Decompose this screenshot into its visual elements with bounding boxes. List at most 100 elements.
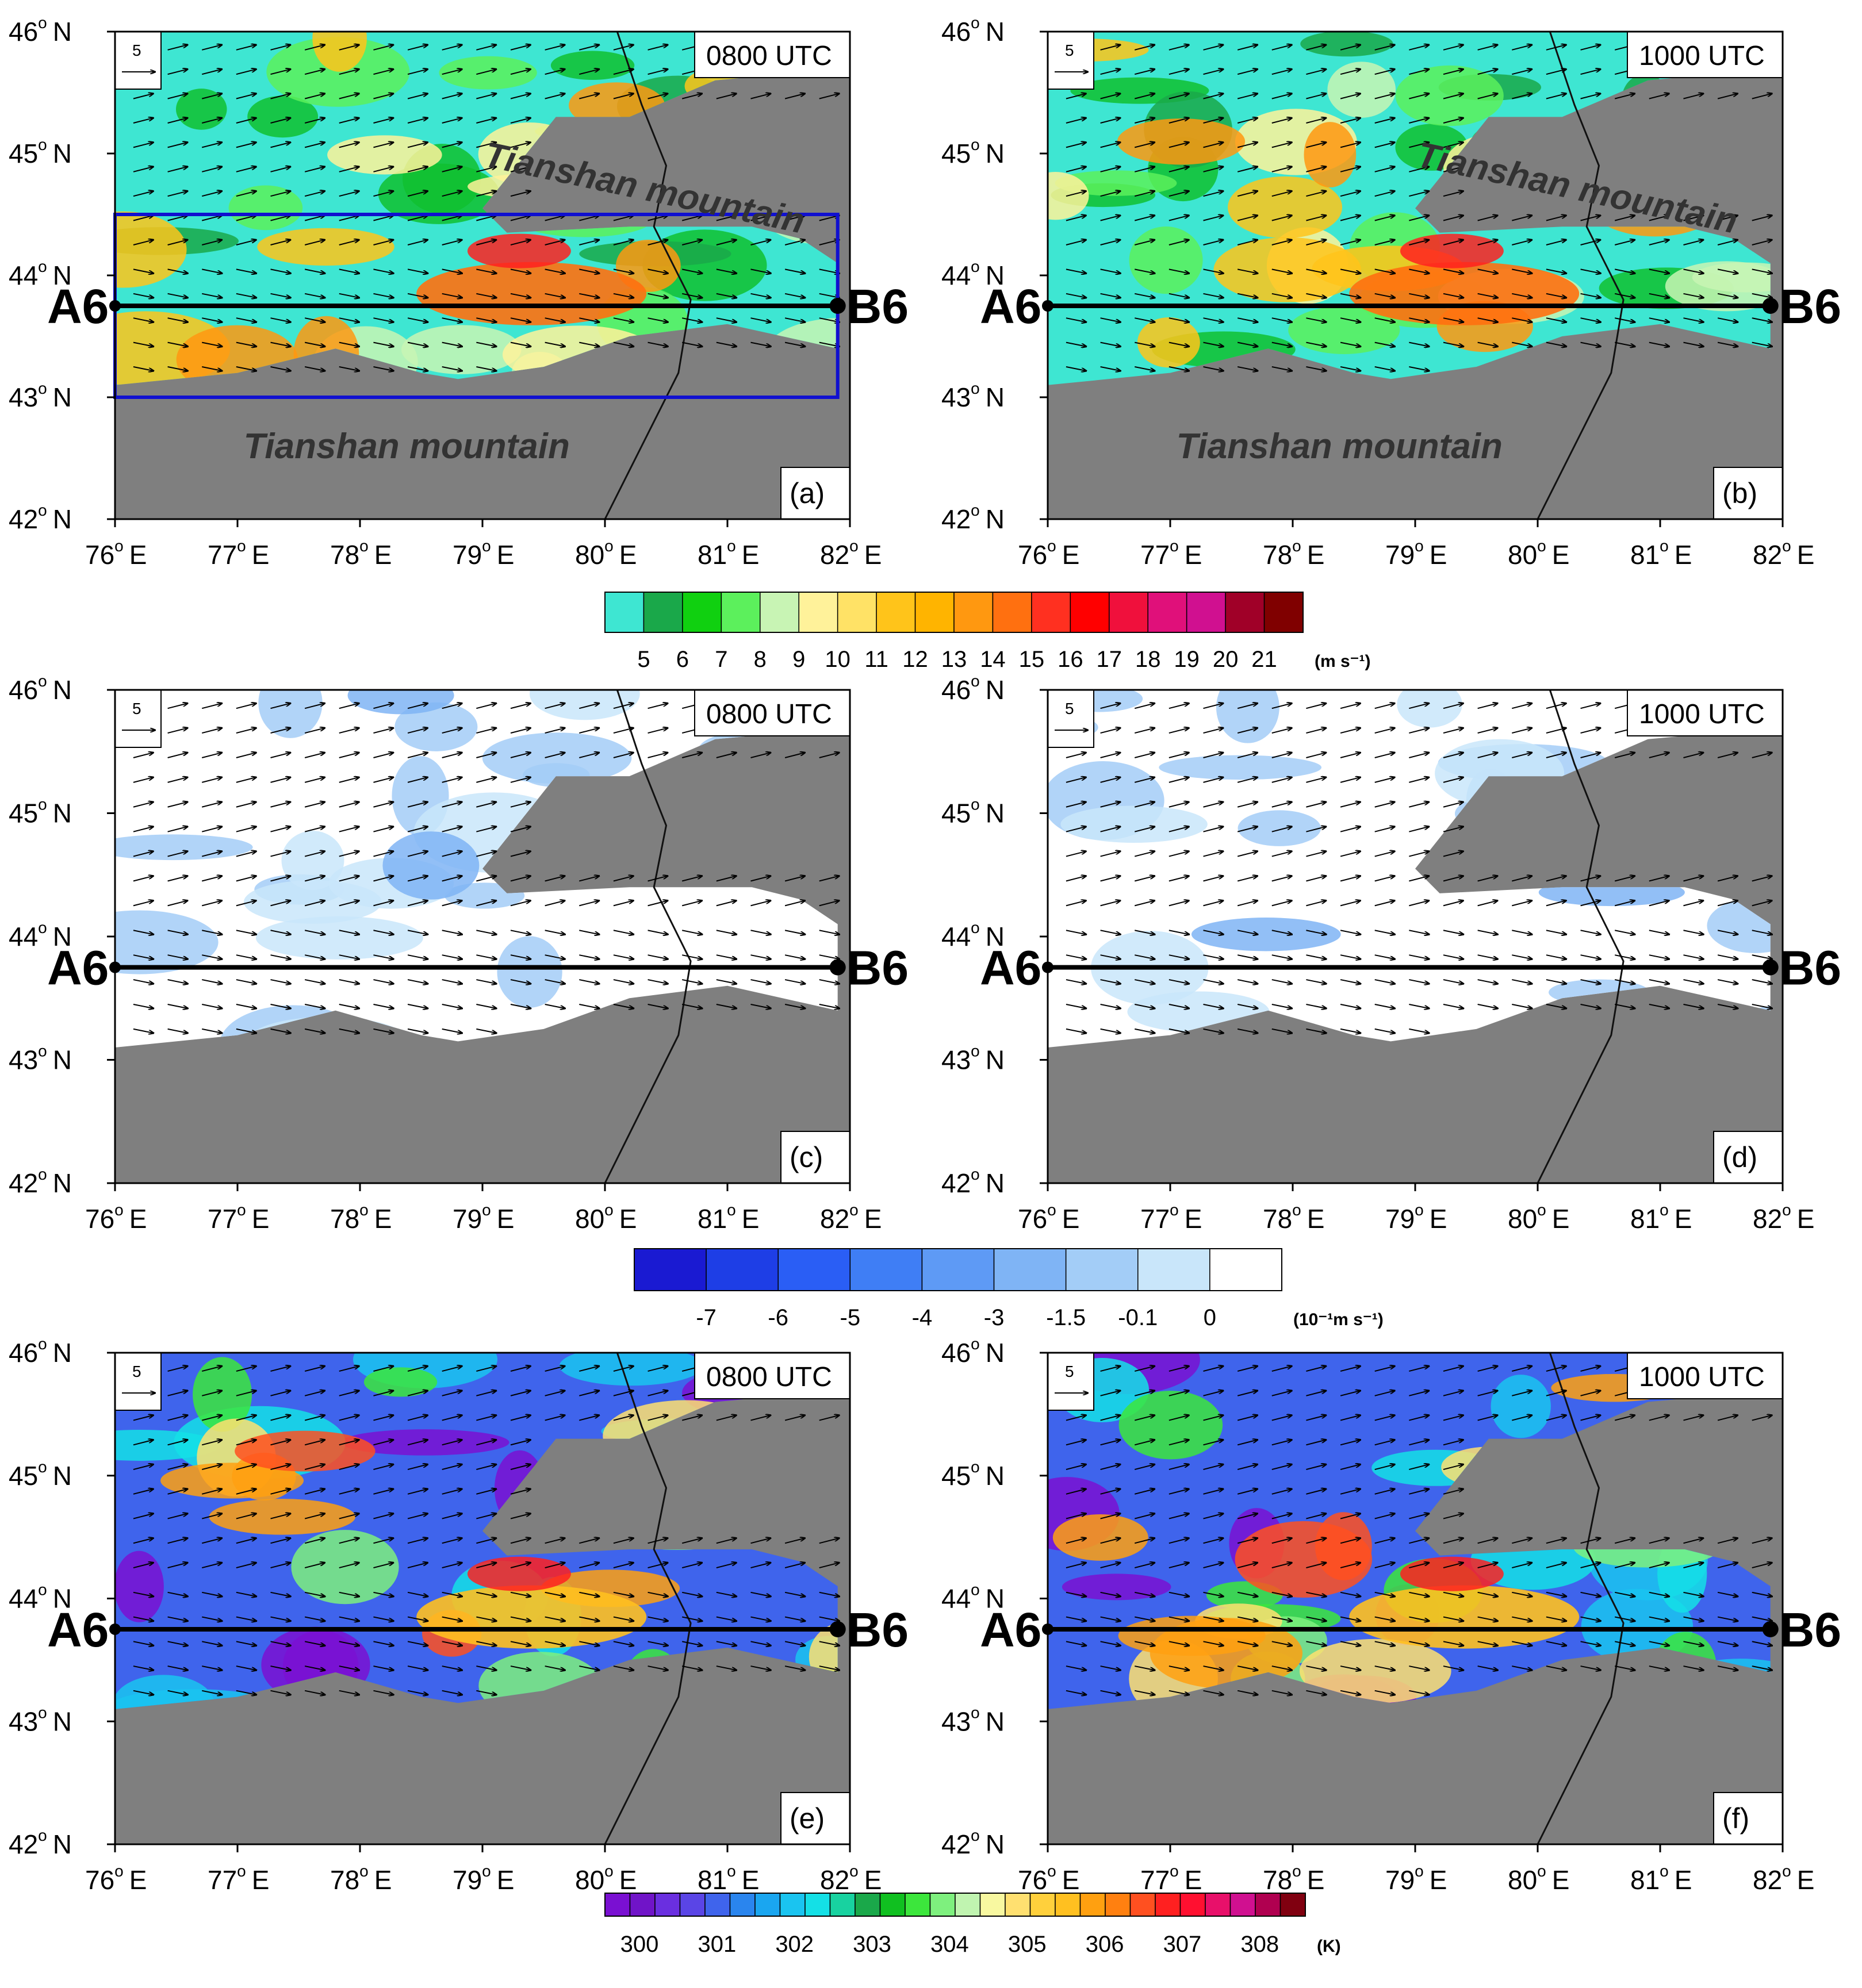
- colorbar-swatch: [629, 1893, 656, 1917]
- wind-vector: [1409, 216, 1429, 221]
- degree-symbol: o: [1660, 1862, 1669, 1880]
- lon-tick-label: 78o E: [330, 1862, 392, 1895]
- wind-vector: [750, 240, 771, 245]
- wind-vector: [579, 216, 599, 221]
- wind-vector: [1683, 94, 1703, 99]
- field-core: [416, 262, 647, 325]
- wind-vector: [167, 1028, 188, 1033]
- wind-vector: [1409, 142, 1429, 148]
- wind-vector: [373, 45, 393, 51]
- wind-vector: [1717, 216, 1738, 221]
- wind-vector: [304, 293, 325, 298]
- colorbar-tick-label: 17: [1097, 647, 1122, 672]
- field-patch: [1213, 237, 1361, 302]
- wind-vector: [579, 45, 599, 51]
- lat-tick-degree: 46: [941, 675, 971, 705]
- wind-vector: [133, 827, 154, 832]
- wind-vector: [1512, 317, 1532, 322]
- wind-vector: [407, 900, 428, 907]
- degree-symbol: o: [1537, 1862, 1546, 1880]
- wind-vectors: [133, 703, 840, 1033]
- lat-tick-hemisphere: N: [53, 799, 72, 828]
- lon-tick-hemisphere: E: [1797, 1865, 1815, 1895]
- wind-vector: [476, 954, 496, 959]
- wind-vector: [1168, 293, 1189, 298]
- lon-tick-hemisphere: E: [1430, 540, 1447, 570]
- lat-tick-label: 42o N: [9, 1826, 72, 1859]
- field-patch: [1491, 1375, 1551, 1438]
- lat-tick-label: 42o N: [941, 1826, 1005, 1859]
- lat-tick-hemisphere: N: [986, 1706, 1005, 1736]
- colorbar-tick-label: 9: [792, 647, 805, 672]
- lon-tick-label: 79o E: [453, 1201, 514, 1234]
- wind-vector: [579, 728, 599, 734]
- wind-vector: [1649, 216, 1669, 221]
- wind-vector: [1614, 341, 1635, 347]
- wind-vector: [407, 1028, 428, 1033]
- wind-vector: [476, 94, 496, 99]
- wind-vector: [1100, 703, 1121, 709]
- wind-vector: [270, 191, 291, 197]
- wind-vector: [476, 979, 496, 984]
- wind-vector: [1203, 167, 1224, 172]
- lon-tick-degree: 79: [453, 1204, 482, 1234]
- wind-vector: [1134, 45, 1155, 51]
- wind-vector: [236, 876, 256, 882]
- degree-symbol: o: [849, 1201, 859, 1219]
- degree-symbol: o: [1415, 1201, 1424, 1219]
- colorbar-swatch: [634, 1248, 707, 1291]
- lat-tick-degree: 44: [9, 260, 38, 290]
- wind-vector: [1135, 268, 1155, 273]
- wind-vector: [373, 191, 393, 197]
- wind-vector: [476, 728, 496, 734]
- lon-tick-hemisphere: E: [252, 540, 270, 570]
- wind-vector: [1237, 268, 1258, 273]
- lon-tick-hemisphere: E: [129, 1865, 147, 1895]
- wind-vector: [1752, 317, 1772, 322]
- lat-tick-degree: 45: [9, 1461, 38, 1491]
- wind-vector: [579, 900, 599, 907]
- wind-vector: [1614, 268, 1635, 273]
- wind-vector: [750, 753, 771, 758]
- wind-vector: [510, 167, 531, 172]
- lon-tick-degree: 77: [1140, 1865, 1170, 1895]
- wind-vector: [545, 45, 565, 51]
- wind-vector: [1477, 216, 1498, 221]
- field-max: [467, 233, 571, 268]
- wind-vector: [476, 118, 496, 124]
- field-patch: [1048, 172, 1089, 220]
- wind-vector: [167, 827, 188, 832]
- wind-vector: [545, 900, 565, 907]
- field-max: [1400, 233, 1504, 268]
- colorbar-swatch: [929, 1893, 956, 1917]
- wind-vector: [373, 268, 393, 273]
- degree-symbol: o: [38, 1581, 47, 1599]
- wind-vector: [1409, 191, 1429, 197]
- wind-vector: [442, 240, 462, 245]
- degree-symbol: o: [1415, 537, 1424, 555]
- wind-vector: [373, 930, 393, 934]
- wind-vector: [681, 341, 702, 347]
- wind-vector: [407, 851, 428, 857]
- wind-vector: [1443, 191, 1463, 197]
- colorbar-tick-label: 21: [1251, 647, 1277, 672]
- field-patch: [1060, 805, 1208, 843]
- lon-tick-hemisphere: E: [1307, 540, 1325, 570]
- wind-vector: [1271, 728, 1292, 734]
- wind-vector: [236, 851, 256, 857]
- wind-vector: [339, 728, 359, 734]
- wind-vector: [1134, 94, 1155, 99]
- wind-vector: [1409, 317, 1429, 322]
- field-patch: [1117, 118, 1246, 165]
- wind-vector: [648, 216, 668, 221]
- wind-vector: [750, 317, 771, 322]
- wind-vector: [407, 802, 428, 808]
- wind-vector: [1237, 216, 1258, 221]
- wind-vector: [545, 930, 565, 934]
- wind-vector: [819, 900, 840, 907]
- colorbar-swatch: [1229, 1893, 1256, 1917]
- degree-symbol: o: [237, 1862, 246, 1880]
- colorbar-swatch: [682, 592, 722, 633]
- wind-vector: [476, 45, 496, 51]
- field-patch: [247, 95, 319, 138]
